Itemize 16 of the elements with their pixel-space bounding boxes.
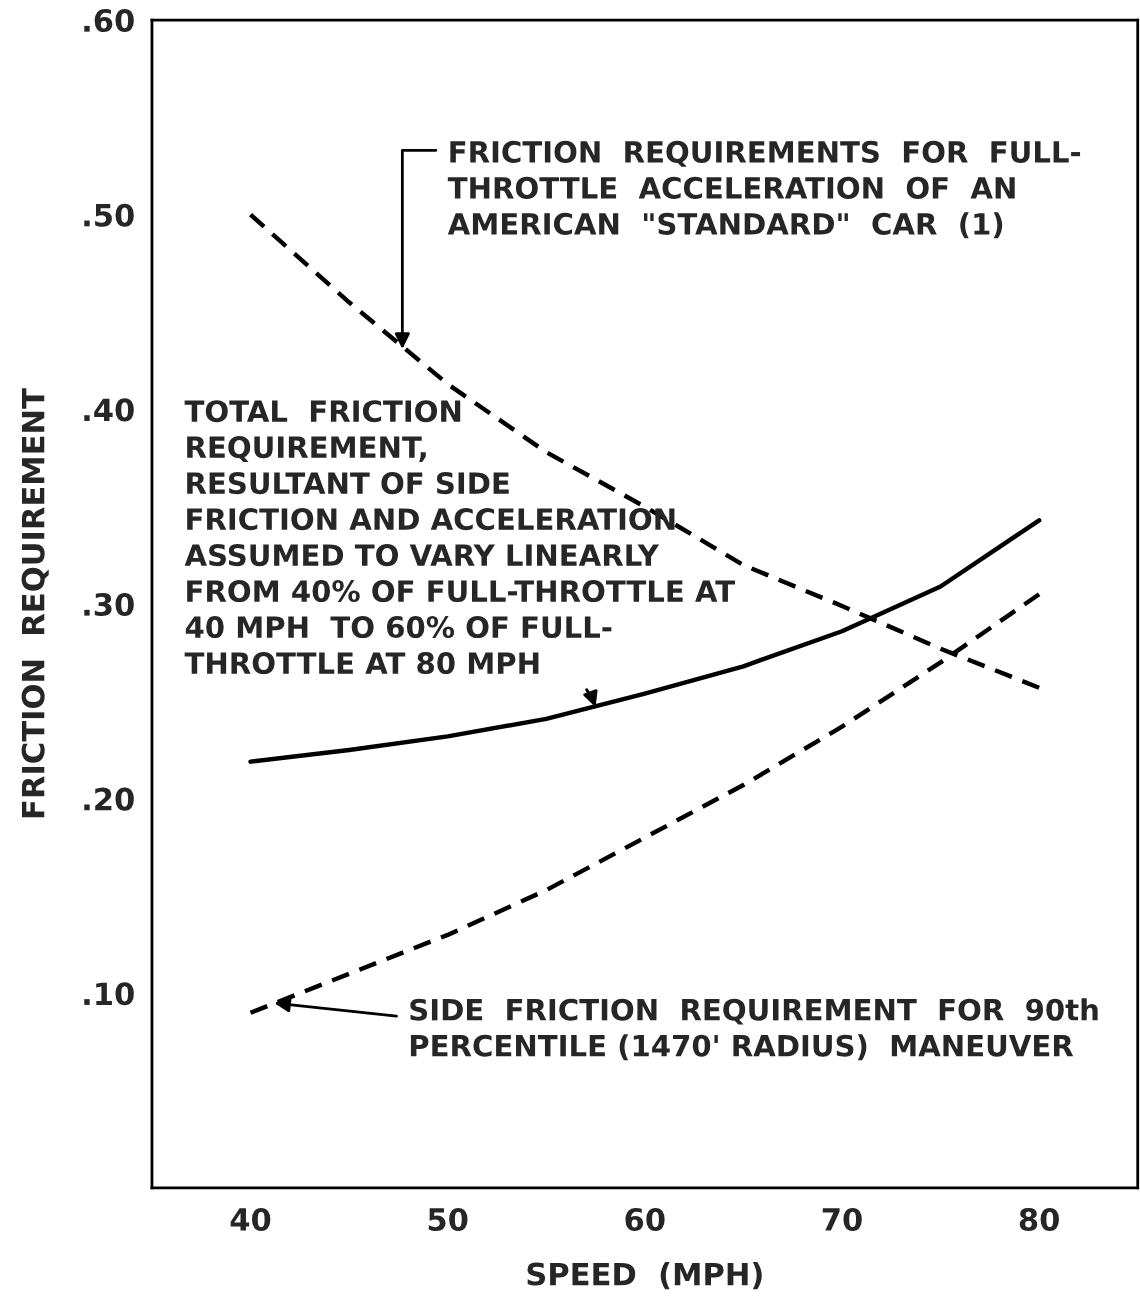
x-tick-label: 70 (822, 1207, 862, 1232)
y-tick-label: .60 (84, 8, 134, 33)
x-tick-label: 40 (230, 1207, 271, 1232)
x-tick-label: 80 (1019, 1207, 1059, 1232)
y-tick-label: .10 (84, 982, 134, 1006)
y-axis-title: FRICTION REQUIREMENT (21, 388, 49, 818)
annotation: SIDE FRICTION REQUIREMENT FOR 90th PERCENTILE (1470' RADIUS) MANEUVER (410, 998, 1098, 1061)
x-tick-label: 60 (625, 1207, 665, 1232)
y-tick-label: .50 (84, 203, 134, 227)
x-axis-title: SPEED (MPH) (527, 1261, 762, 1290)
x-tick-label: 50 (428, 1207, 468, 1232)
annotation: FRICTION REQUIREMENTS FOR FULL- THROTTLE ACCELERATION OF AN AMERICAN "STANDARD" CAR (1) (447, 140, 1081, 239)
y-tick-label: .30 (84, 592, 134, 617)
annotation: TOTAL FRICTION REQUIREMENT, RESULTANT OF SIDE FRICTION AND ACCELERATION ASSUMED TO VARY LINEARLY FROM 40% OF FULL-THROTTLE AT 40 MPH TO 60% OF FULL- THROTTLE AT 80 MPH (184, 400, 735, 675)
y-tick-label: .20 (84, 787, 134, 811)
y-tick-label: .40 (84, 398, 134, 422)
